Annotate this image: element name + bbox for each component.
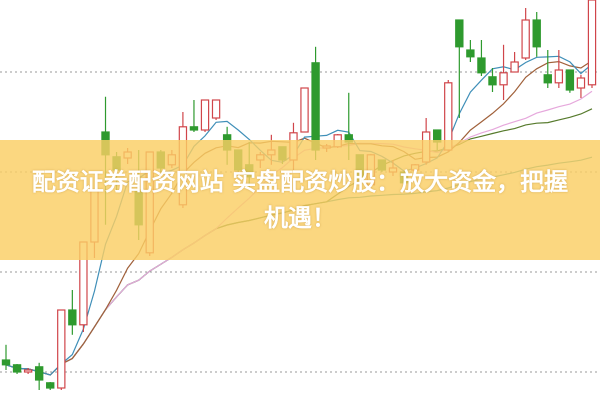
- candle-body: [466, 49, 475, 58]
- candle-body: [532, 19, 541, 48]
- candle-body: [34, 366, 44, 381]
- banner-line-2: 机遇！: [264, 204, 336, 232]
- title-banner: 配资证券配资网站 实盘配资炒股：放大资金，把握 机遇！: [0, 140, 600, 260]
- candle-body: [1, 359, 11, 366]
- candle-body: [521, 19, 530, 59]
- candle-body: [510, 61, 519, 73]
- candle-body: [565, 69, 575, 91]
- candle-body: [455, 19, 464, 48]
- candle-body: [300, 87, 309, 133]
- candle-body: [189, 126, 199, 131]
- candle-body: [211, 99, 221, 119]
- candle-body: [68, 309, 77, 326]
- candle-body: [554, 69, 564, 84]
- candle-body: [311, 62, 320, 151]
- candle-body: [543, 74, 552, 84]
- candle-body: [576, 77, 586, 89]
- candle-body: [12, 364, 22, 373]
- candle-body: [499, 72, 508, 86]
- candle-body: [23, 369, 33, 373]
- candle-body: [46, 382, 55, 389]
- banner-line-1: 配资证券配资网站 实盘配资炒股：放大资金，把握: [31, 168, 569, 196]
- candle-body: [200, 99, 210, 131]
- candle-body: [477, 57, 486, 74]
- candle-body: [587, 0, 597, 86]
- candle-body: [57, 309, 66, 389]
- candle-body: [488, 76, 497, 86]
